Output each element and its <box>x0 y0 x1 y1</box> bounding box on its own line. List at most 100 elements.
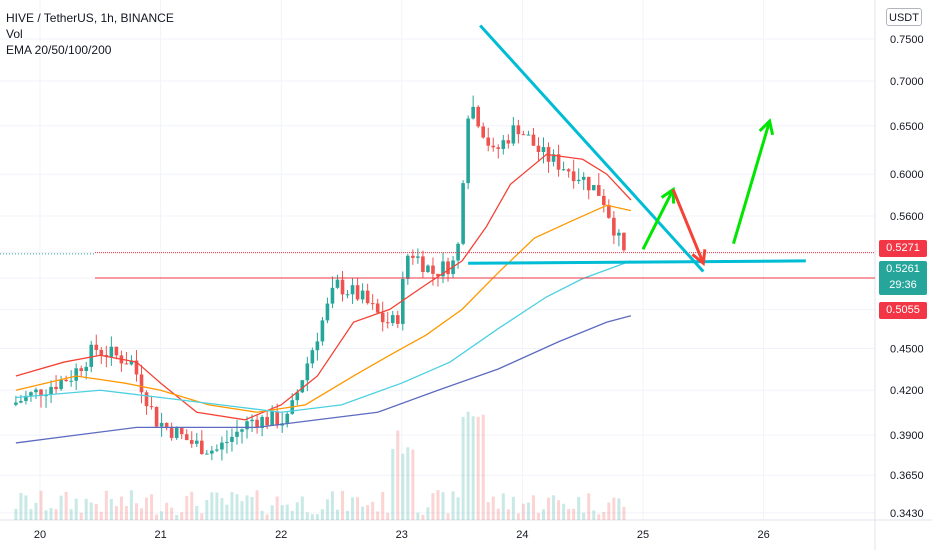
x-tick-label: 20 <box>34 529 46 541</box>
candle-body <box>421 256 425 272</box>
volume-bar <box>486 502 490 520</box>
volume-bar <box>346 511 350 520</box>
candle-body <box>501 140 506 149</box>
candle-body <box>612 217 616 236</box>
volume-bar <box>461 416 465 520</box>
volume-bar <box>536 512 540 520</box>
volume-bar <box>366 505 370 520</box>
candle-body <box>591 185 596 191</box>
volume-bar <box>165 502 169 520</box>
currency-button[interactable]: USDT <box>886 8 922 26</box>
volume-bar <box>134 503 138 520</box>
candle-body <box>466 118 470 184</box>
volume-bar <box>185 496 189 520</box>
candle-body <box>210 450 214 454</box>
ema-line <box>15 260 632 413</box>
candle-body <box>416 256 420 258</box>
volume-bar <box>114 506 118 520</box>
candle-body <box>169 426 174 438</box>
volume-bar <box>320 509 324 520</box>
volume-bar <box>602 512 606 520</box>
arrow-shaft <box>671 188 705 264</box>
volume-bar <box>310 514 314 520</box>
volume-bar <box>501 493 505 520</box>
volume-bar <box>471 416 475 520</box>
candle-body <box>179 427 184 435</box>
arrow-shaft <box>732 120 772 245</box>
volume-bar <box>170 507 174 520</box>
x-tick-label: 26 <box>757 529 769 541</box>
candle-body <box>240 429 244 432</box>
volume-bar <box>562 503 566 520</box>
ema-line <box>15 204 632 413</box>
volume-bar <box>441 492 445 520</box>
volume-bar <box>617 498 621 520</box>
volume-bar <box>225 504 229 520</box>
volume-bar <box>335 509 339 520</box>
candle-body <box>401 278 405 324</box>
volume-bar <box>557 500 561 520</box>
candle-body <box>139 374 144 393</box>
y-tick-label: 0.5600 <box>890 211 924 223</box>
arrow-head <box>691 249 707 267</box>
volume-bar <box>124 506 128 520</box>
candle-body <box>617 232 621 236</box>
volume-bar <box>396 430 400 520</box>
candle-body <box>315 341 320 351</box>
candle-body <box>506 140 511 144</box>
candle-body <box>300 380 305 393</box>
trendline <box>479 24 705 273</box>
volume-bar <box>24 495 28 520</box>
volume-bar <box>145 497 149 520</box>
volume-bar <box>371 501 375 520</box>
arrow-head <box>758 118 775 136</box>
candle-body <box>49 386 53 395</box>
candle-body <box>260 416 264 428</box>
volume-bar <box>466 411 470 520</box>
trendline <box>468 259 806 265</box>
volume-bar <box>119 496 123 520</box>
volume-bar <box>280 505 284 520</box>
legend-ema: EMA 20/50/100/200 <box>6 43 112 57</box>
candle-body <box>446 261 450 275</box>
volume-bar <box>386 512 390 520</box>
volume-bar <box>481 414 485 520</box>
x-tick-label: 22 <box>275 529 287 541</box>
candle-body <box>441 261 445 277</box>
volume-bar <box>521 503 525 520</box>
volume-bar <box>275 496 279 520</box>
volume-bar <box>506 509 510 520</box>
candle-body <box>380 312 385 323</box>
candle-body <box>320 320 325 342</box>
candle-body <box>270 411 274 426</box>
volume-bar <box>406 447 410 520</box>
candle-body <box>29 392 33 396</box>
candle-body <box>109 346 114 357</box>
candle-body <box>74 368 78 381</box>
volume-bar <box>361 506 365 520</box>
volume-bar <box>496 508 500 520</box>
volume-bar <box>155 514 159 520</box>
candle-body <box>411 255 415 258</box>
volume-bar <box>426 507 430 520</box>
candle-body <box>461 183 465 244</box>
candle-body <box>602 195 606 205</box>
candle-body <box>561 169 566 171</box>
candle-body <box>285 413 290 424</box>
volume-bar <box>150 494 154 520</box>
volume-bar <box>200 513 204 520</box>
y-tick-label: 0.3650 <box>890 470 924 482</box>
candle-body <box>89 344 94 367</box>
volume-bar <box>34 502 38 520</box>
candle-body <box>144 392 149 407</box>
volume-bar <box>436 490 440 520</box>
support-price-tag: 0.5055 <box>879 302 927 319</box>
volume-bar <box>547 497 551 520</box>
candle-body <box>194 440 199 444</box>
volume-bar <box>330 491 334 520</box>
candle-body <box>375 303 380 313</box>
volume-bar <box>14 508 18 520</box>
volume-bar <box>210 492 214 520</box>
